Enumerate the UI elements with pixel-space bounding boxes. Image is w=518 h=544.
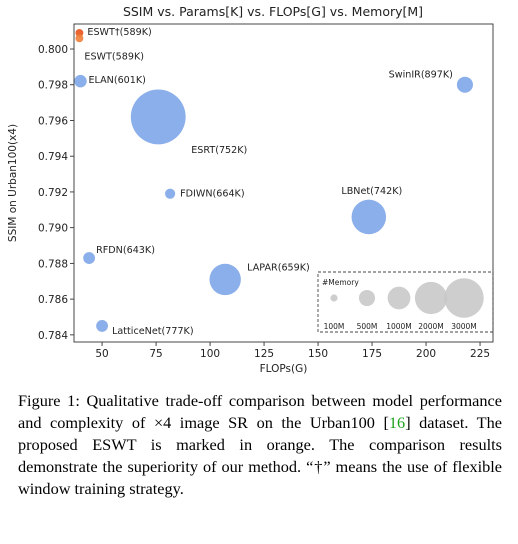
x-tick-label: 75 — [149, 348, 162, 360]
y-tick-label: 0.794 — [38, 151, 68, 163]
caption-text-end: ] dataset. The proposed ESWT is marked i… — [18, 413, 502, 498]
chart-title: SSIM vs. Params[K] vs. FLOPs[G] vs. Memo… — [123, 4, 423, 19]
data-point-labels: ESWT†(589K) ESWT(589K) ELAN(601K) SwinIR(89… — [84, 27, 453, 337]
memory-legend-label: 2000M — [418, 322, 444, 331]
y-tick-label: 0.792 — [38, 187, 68, 199]
data-point-label: ESWT†(589K) — [87, 27, 151, 38]
data-point-bubble — [351, 199, 387, 235]
data-point-bubble — [83, 252, 96, 264]
memory-legend-label: 1000M — [386, 322, 412, 331]
x-tick-label: 175 — [362, 348, 382, 360]
data-point-bubble — [75, 34, 84, 43]
x-tick-label: 100 — [200, 348, 220, 360]
data-point-bubble — [96, 320, 108, 332]
x-axis-ticks: 50 75 100 125 150 175 200 225 — [95, 342, 490, 360]
citation-link[interactable]: 16 — [388, 413, 406, 432]
y-axis-label: SSIM on Urban100(x4) — [7, 124, 19, 242]
data-point-label: ESRT(752K) — [191, 145, 247, 156]
x-tick-label: 50 — [95, 348, 108, 360]
memory-legend-bubble — [444, 278, 484, 318]
data-point-bubble — [209, 263, 241, 296]
bubble-chart: SSIM vs. Params[K] vs. FLOPs[G] vs. Memo… — [7, 4, 494, 375]
memory-legend-label: 100M — [324, 322, 345, 331]
data-point-label: LBNet(742K) — [341, 186, 402, 197]
data-point-bubble — [456, 76, 473, 93]
y-tick-label: 0.796 — [38, 115, 68, 127]
y-tick-label: 0.784 — [38, 330, 68, 342]
data-point-label: ESWT(589K) — [84, 51, 144, 62]
memory-legend-bubble — [414, 281, 448, 315]
data-point-label: FDIWN(664K) — [180, 189, 245, 200]
data-point-label: LAPAR(659K) — [247, 262, 310, 273]
data-point-label: ELAN(601K) — [88, 75, 145, 86]
y-tick-label: 0.788 — [38, 258, 68, 270]
memory-legend-bubble — [330, 294, 338, 302]
data-point-label: LatticeNet(777K) — [112, 326, 194, 337]
data-point-label: RFDN(643K) — [96, 245, 155, 256]
y-tick-label: 0.798 — [38, 80, 68, 92]
memory-legend-label: 3000M — [451, 322, 477, 331]
y-tick-label: 0.786 — [38, 294, 68, 306]
memory-legend-bubble — [358, 289, 376, 307]
y-axis-ticks: 0.784 0.786 0.788 0.790 0.792 0.794 0.796 0.798… — [38, 44, 74, 342]
y-tick-label: 0.790 — [38, 223, 68, 235]
data-point-bubble — [74, 74, 87, 88]
x-tick-label: 150 — [308, 348, 328, 360]
memory-legend-label: 500M — [357, 322, 378, 331]
data-point-bubble — [165, 188, 176, 199]
plot-area-frame — [73, 23, 494, 343]
data-point-bubble — [130, 89, 186, 145]
y-tick-label: 0.800 — [38, 44, 68, 56]
x-axis-label: FLOPs(G) — [260, 363, 308, 375]
x-tick-label: 200 — [416, 348, 436, 360]
caption-text-start: Figure 1: Qualitative trade-off comparis… — [18, 391, 502, 432]
x-tick-label: 125 — [254, 348, 274, 360]
figure-caption: Figure 1: Qualitative trade-off comparis… — [18, 390, 502, 500]
memory-size-legend: #Memory 100M 500M 1000M 2000M 3000M — [317, 271, 494, 333]
memory-legend-title: #Memory — [322, 278, 359, 287]
x-tick-label: 225 — [470, 348, 490, 360]
memory-legend-bubble — [387, 286, 411, 310]
data-point-label: SwinIR(897K) — [389, 70, 453, 81]
data-points — [74, 28, 473, 332]
